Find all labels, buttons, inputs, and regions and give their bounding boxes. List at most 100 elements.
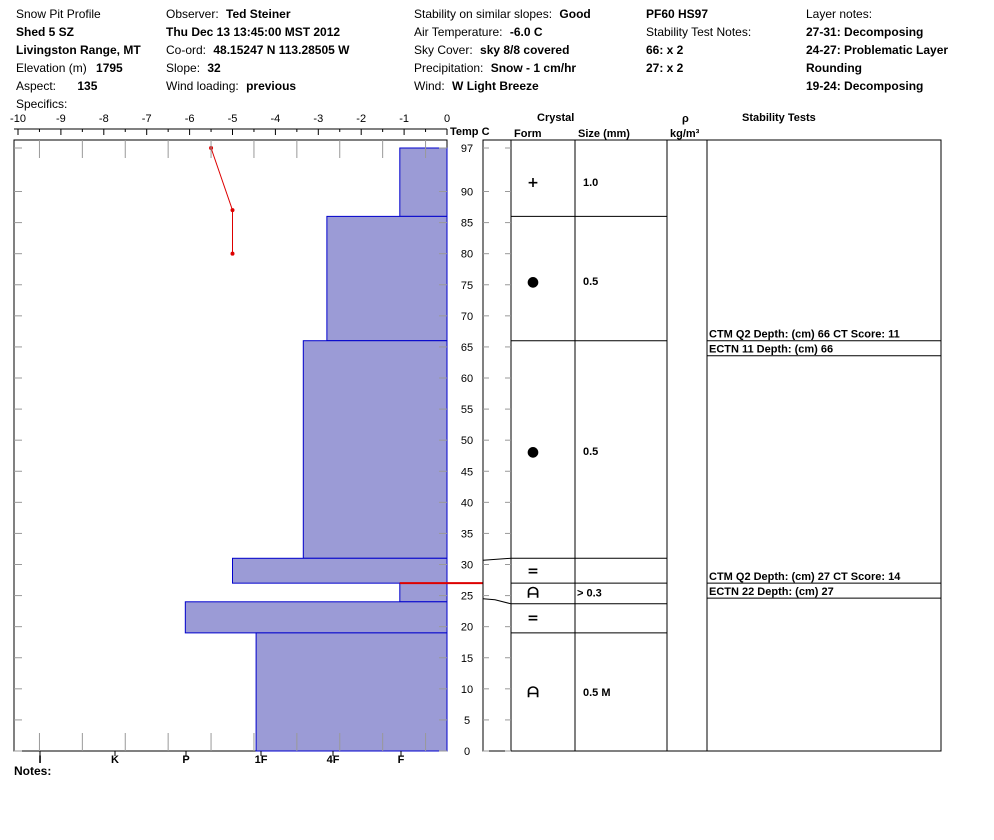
- height-tick-label: 15: [461, 653, 473, 665]
- observer-label: Observer:: [166, 7, 219, 21]
- wind-loading-label: Wind loading:: [166, 79, 239, 93]
- hardness-layers: [184, 147, 483, 752]
- temperature-tick-label: -3: [313, 113, 323, 125]
- density-symbol: ρ: [682, 113, 689, 125]
- temperature-tick-label: -8: [99, 113, 109, 125]
- hardness-tick-label: I: [38, 754, 41, 766]
- pf-hs: PF60 HS97: [646, 7, 709, 21]
- hardness-layer-bar: [184, 601, 448, 634]
- air-temp-value: -6.0 C: [509, 25, 543, 39]
- crystal-size-label: > 0.3: [577, 587, 602, 599]
- wind-loading-value: previous: [246, 79, 297, 93]
- height-tick-label: 45: [461, 466, 473, 478]
- notes-label: Notes:: [14, 764, 52, 778]
- height-tick-label: 50: [461, 435, 473, 447]
- stability-note: 27: x 2: [646, 61, 684, 75]
- height-tick-label: 55: [461, 404, 473, 416]
- height-tick-label: 0: [464, 746, 470, 758]
- crystal-size-label: 0.5: [583, 276, 598, 288]
- stability-test-result: CTM Q2 Depth: (cm) 27 CT Score: 14: [709, 571, 901, 583]
- stability-test-result: ECTN 22 Depth: (cm) 27: [709, 586, 834, 598]
- temp-column-header: Temp C: [450, 126, 490, 138]
- crystal-size-label: 1.0: [583, 177, 598, 189]
- profile-title: Snow Pit Profile: [16, 7, 101, 21]
- temperature-tick-label: -9: [56, 113, 66, 125]
- density-unit: kg/m³: [670, 128, 700, 140]
- height-tick-label: 60: [461, 373, 473, 385]
- specifics-label: Specifics:: [16, 97, 68, 111]
- stability-similar: Stability on similar slopes: Good: [414, 7, 591, 21]
- stability-test-result: CTM Q2 Depth: (cm) 66 CT Score: 11: [709, 329, 900, 341]
- temperature-tick-label: 0: [444, 113, 450, 125]
- height-tick-label: 80: [461, 249, 473, 261]
- crystal-size-label: 0.5: [583, 446, 598, 458]
- hardness-layer-bar: [399, 582, 448, 603]
- wind: Wind: W Light Breeze: [414, 79, 539, 93]
- layer-note: Rounding: [806, 61, 862, 75]
- temperature-tick-label: -6: [185, 113, 195, 125]
- hardness-tick-label: 1F: [255, 754, 268, 766]
- height-tick-label: 35: [461, 528, 473, 540]
- precip-value: Snow - 1 cm/hr: [490, 61, 577, 75]
- hardness-tick-label: P: [182, 754, 189, 766]
- chart-axes: -10 -9 -8 -7 -6 -5 -4 -3 -2 -1 0979085807570656055…: [10, 113, 473, 766]
- form-column-header: Form: [514, 128, 542, 140]
- wind-loading: Wind loading: previous: [166, 79, 296, 93]
- temperature-tick-label: -5: [228, 113, 238, 125]
- stability-label: Stability on similar slopes:: [414, 7, 553, 21]
- hardness-layer-bar: [302, 340, 448, 559]
- layer-note: 19-24: Decomposing: [806, 79, 924, 93]
- observer-value: Ted Steiner: [226, 7, 291, 21]
- precip-label: Precipitation:: [414, 61, 484, 75]
- stability-note: 66: x 2: [646, 43, 684, 57]
- height-tick-label: 25: [461, 591, 473, 603]
- crystal-size-label: 0.5 M: [583, 687, 611, 699]
- hardness-layer-bar: [255, 632, 448, 752]
- stability-column-header: Stability Tests: [742, 112, 816, 124]
- crystal-column-header: Crystal: [537, 112, 574, 124]
- sky-label: Sky Cover:: [414, 43, 473, 57]
- elevation-label: Elevation (m): [16, 61, 87, 75]
- layer-note: 27-31: Decomposing: [806, 25, 924, 39]
- layer-notes-label: Layer notes:: [806, 7, 873, 21]
- pit-name: Shed 5 SZ: [16, 25, 75, 39]
- hardness-tick-label: K: [111, 754, 119, 766]
- height-tick-label: 5: [464, 715, 470, 727]
- crystal-form-symbol: =: [527, 564, 539, 580]
- hardness-tick-label: 4F: [327, 754, 340, 766]
- crystal-form-symbol: ●: [527, 444, 539, 460]
- aspect-label: Aspect:: [16, 79, 57, 93]
- crystal-form-symbol: ᗩ: [527, 585, 539, 601]
- datetime: Thu Dec 13 13:45:00 MST 2012: [166, 25, 341, 39]
- layer-boundary-line: [482, 598, 667, 605]
- aspect: Aspect: 135: [16, 79, 97, 93]
- height-tick-label: 85: [461, 218, 473, 230]
- slope-label: Slope:: [166, 61, 201, 75]
- height-tick-label: 10: [461, 684, 473, 696]
- slope: Slope: 32: [166, 61, 221, 75]
- wind-value: W Light Breeze: [452, 79, 539, 93]
- stability-column-border: [706, 139, 942, 752]
- crystal-form-symbol: +: [527, 175, 539, 191]
- slope-value: 32: [207, 61, 221, 75]
- crystal-form-symbol: ᗩ: [527, 685, 539, 701]
- stability-tests: CTM Q2 Depth: (cm) 66 CT Score: 11 ECTN 1…: [707, 329, 941, 599]
- crystal-table: +1.0 ● 0.5 ● 0.5 = ᗩ > 0.3 = ᗩ 0.5 M: [482, 139, 942, 752]
- height-tick-label: 40: [461, 497, 473, 509]
- crystal-form-symbol: =: [527, 610, 539, 626]
- wind-label: Wind:: [414, 79, 445, 93]
- temperature-tick-label: -10: [10, 113, 26, 125]
- hardness-tick-label: F: [398, 754, 405, 766]
- hardness-layer-bar: [399, 147, 448, 217]
- hardness-layer-bar: [232, 557, 448, 584]
- height-tick-label: 97: [461, 143, 473, 155]
- air-temp-label: Air Temperature:: [414, 25, 503, 39]
- layer-note: 24-27: Problematic Layer: [806, 43, 949, 57]
- density-column-border: [666, 139, 708, 752]
- height-tick-label: 70: [461, 311, 473, 323]
- height-tick-label: 75: [461, 280, 473, 292]
- air-temp: Air Temperature: -6.0 C: [414, 25, 543, 39]
- height-tick-label: 20: [461, 622, 473, 634]
- temperature-tick-label: -1: [399, 113, 409, 125]
- height-tick-label: 90: [461, 187, 473, 199]
